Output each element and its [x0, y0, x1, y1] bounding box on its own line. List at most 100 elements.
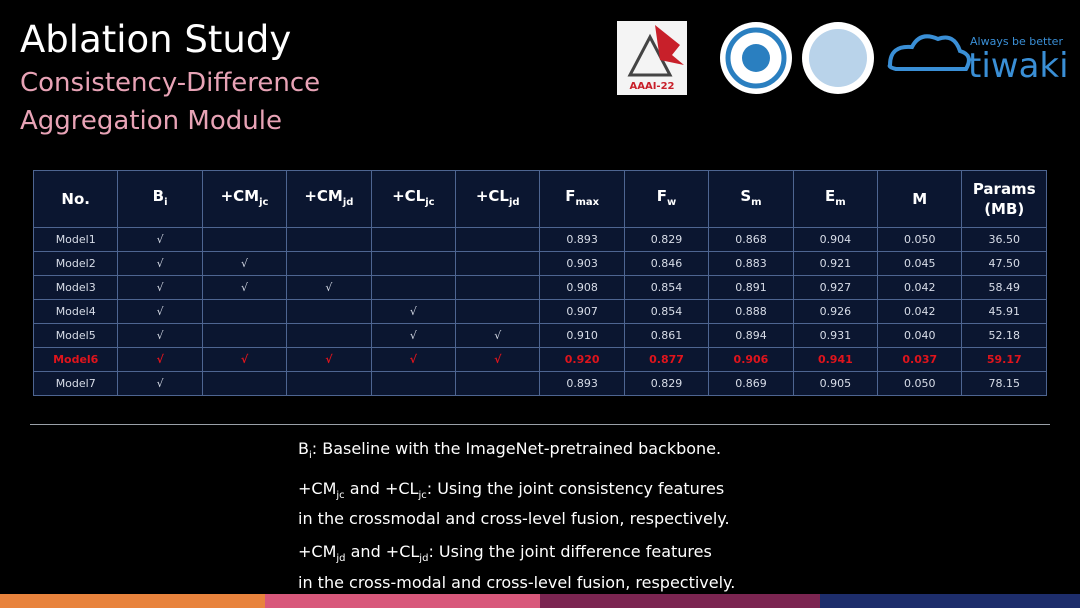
table-cell: 0.869: [708, 371, 794, 396]
table-cell: 0.042: [877, 299, 963, 324]
table-cell: 0.894: [708, 323, 794, 348]
empty-cell: [455, 227, 541, 252]
footer-bar: [265, 594, 540, 608]
header-text: +CL: [475, 186, 509, 205]
header-text: Params (MB): [972, 180, 1036, 218]
table-cell: 0.854: [623, 299, 710, 324]
empty-cell: [286, 227, 372, 252]
table-cell: √: [455, 347, 541, 372]
note-sub: jd: [336, 553, 346, 565]
slide-subtitle: Consistency-Difference Aggregation Modul…: [20, 64, 320, 140]
table-cell: 0.040: [877, 323, 963, 348]
header-cell: Bi: [117, 170, 203, 228]
note-text: and +CL: [344, 479, 419, 499]
tiwaki-text: tiwaki: [968, 46, 1069, 86]
table-cell: √: [117, 251, 203, 276]
table-cell: Model2: [32, 251, 119, 276]
footer-bar: [540, 594, 820, 608]
header-cell: +CMjd: [286, 170, 372, 228]
table-cell: 78.15: [961, 371, 1047, 396]
note-text: : Baseline with the ImageNet-pretrained …: [311, 439, 722, 458]
header-text: No.: [61, 190, 90, 208]
note-text: +CM: [298, 479, 337, 499]
note: Bi: Baseline with the ImageNet-pretraine…: [298, 437, 735, 467]
table-cell: √: [201, 347, 288, 372]
table-cell: Model7: [32, 371, 119, 396]
logo-inner: [809, 29, 867, 87]
table-cell: 0.907: [539, 299, 625, 324]
table-cell: 0.931: [792, 323, 879, 348]
note-sub: jd: [419, 553, 429, 565]
table-cell: 58.49: [961, 275, 1047, 300]
header-text: F: [565, 186, 576, 205]
table-row: Model7 √ 0.893 0.829 0.869 0.905 0.050 78.15: [32, 371, 1047, 396]
header-cell: M: [877, 170, 963, 228]
header-cell: +CLjd: [455, 170, 541, 228]
note: +CMjc and +CLjc: Using the joint consist…: [298, 477, 735, 530]
table-cell: 0.888: [708, 299, 794, 324]
table-cell: 0.904: [792, 227, 879, 252]
table-cell: 0.050: [877, 227, 963, 252]
table-row: Model3 √ √ √ 0.908 0.854 0.891 0.927 0.042 58.49: [32, 275, 1047, 300]
table-cell: 0.891: [708, 275, 794, 300]
header-sub: jd: [342, 196, 354, 208]
table-cell: 0.905: [792, 371, 879, 396]
table-cell: √: [201, 251, 288, 276]
table-cell: 52.18: [961, 323, 1047, 348]
table-cell: 0.868: [708, 227, 794, 252]
header-text: B: [152, 186, 165, 205]
header-text: E: [825, 186, 836, 205]
table-cell: 0.829: [623, 227, 710, 252]
table-cell: √: [455, 323, 541, 348]
subtitle-line: Consistency-Difference: [20, 68, 321, 98]
table-row: Model2 √ √ 0.903 0.846 0.883 0.921 0.045 47.50: [32, 251, 1047, 276]
header-cell: Em: [792, 170, 879, 228]
table-cell: 0.877: [623, 347, 710, 372]
tiwaki-tagline: Always be better: [970, 35, 1063, 48]
note-line: in the cross-modal and cross-level fusio…: [298, 571, 735, 594]
empty-cell: [201, 323, 288, 348]
empty-cell: [286, 299, 372, 324]
table-cell: 0.042: [877, 275, 963, 300]
header-sub: max: [575, 196, 600, 208]
table-cell: √: [117, 299, 203, 324]
header-sub: w: [667, 196, 677, 208]
empty-cell: [455, 299, 541, 324]
header-text: F: [656, 186, 668, 205]
table-row: Model5 √ √ √ 0.910 0.861 0.894 0.931 0.040 52.18: [32, 323, 1047, 348]
note-line: Bi: Baseline with the ImageNet-pretraine…: [298, 437, 735, 467]
empty-cell: [370, 275, 457, 300]
footer-bar: [820, 594, 1080, 608]
note-text: +CM: [298, 542, 337, 562]
header-sub: jc: [259, 196, 269, 208]
note-line: in the crossmodal and cross-level fusion…: [298, 507, 735, 530]
header-cell: Sm: [708, 170, 794, 228]
note: +CMjd and +CLjd: Using the joint differe…: [298, 540, 735, 593]
table-cell: 59.17: [961, 347, 1047, 372]
note-line: +CMjd and +CLjd: Using the joint differe…: [298, 540, 735, 570]
header-text: +CL: [392, 186, 426, 205]
note-text: and +CL: [345, 542, 420, 562]
header-sub: m: [835, 196, 846, 208]
empty-cell: [455, 251, 541, 276]
header-cell: Fmax: [539, 170, 625, 228]
note-sub: jc: [336, 490, 345, 502]
header-text: +CM: [220, 186, 260, 205]
table-cell: √: [117, 227, 203, 252]
empty-cell: [286, 371, 372, 396]
table-cell: 0.906: [708, 347, 794, 372]
table-cell: √: [370, 299, 457, 324]
note-sub: jc: [418, 490, 427, 502]
slide-title: Ablation Study: [20, 18, 292, 61]
note-text: in the crossmodal and cross-level fusion…: [298, 509, 730, 529]
table-cell: 0.903: [539, 251, 625, 276]
table-cell: √: [117, 275, 203, 300]
table-cell: √: [117, 323, 203, 348]
logo-ring: [725, 27, 787, 89]
header-cell: +CLjc: [370, 170, 457, 228]
table-cell: 0.893: [539, 371, 625, 396]
logos: AAAI-22 Always be better tiwaki: [617, 21, 1069, 95]
empty-cell: [286, 323, 372, 348]
header-text: +CM: [304, 186, 343, 205]
empty-cell: [286, 251, 372, 276]
